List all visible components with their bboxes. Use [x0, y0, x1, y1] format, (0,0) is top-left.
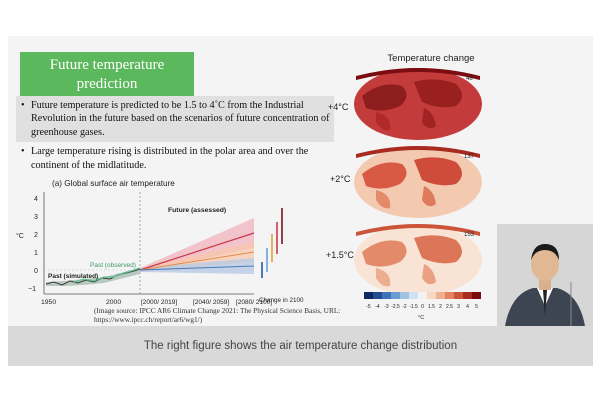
presenter-image: [497, 224, 593, 326]
colorbar-cell: [364, 292, 373, 299]
map-number: 48: [466, 76, 473, 82]
map-number: 137: [464, 154, 475, 160]
future-high-band: [140, 218, 254, 272]
map-label-2c: +2°C: [330, 174, 351, 184]
future-mid-line: [139, 251, 255, 271]
colorbar-tick-label: 2: [439, 304, 442, 310]
map-label-1-5c: +1.5°C: [326, 250, 354, 260]
past-observed-label: Past (observed): [90, 262, 136, 269]
colorbar-cell: [454, 292, 463, 299]
temperature-graph: (a) Global surface air temperature °C 4 …: [16, 179, 304, 306]
y-tick-label: 4: [34, 196, 38, 203]
bullet-list: • Future temperature is predicted to be …: [16, 96, 334, 175]
bullet-item: • Large temperature rising is distribute…: [16, 142, 334, 175]
y-tick-label: 1: [34, 250, 38, 257]
y-tick-label: −1: [28, 286, 36, 293]
colorbar-tick-label: -3: [384, 304, 389, 310]
colorbar-ticks: -5 -4 -3 -2.5 -2 -1.5 0 1.5 2 2.5 3 4 5: [366, 304, 478, 310]
presenter-video: [497, 224, 593, 326]
x-tick-label: 2000: [106, 299, 121, 306]
graph-title: (a) Global surface air temperature: [52, 179, 175, 188]
colorbar-tick-label: 5: [475, 304, 478, 310]
slide-title: Future temperature prediction: [20, 52, 194, 96]
colorbar-tick-label: 2.5: [446, 304, 453, 310]
colorbar-unit: °C: [418, 315, 424, 320]
map-2c: 137: [354, 146, 482, 218]
change-label: Change in 2100: [259, 297, 304, 304]
colorbar-tick-label: 1.5: [428, 304, 435, 310]
colorbar-tick-label: -4: [375, 304, 380, 310]
bullet-text: Large temperature rising is distributed …: [31, 146, 309, 171]
colorbar-cell: [418, 292, 427, 299]
future-low-band: [140, 258, 254, 274]
past-observed-line: [73, 267, 141, 283]
colorbar-cell: [400, 292, 409, 299]
slide: Future temperature prediction • Future t…: [8, 36, 593, 366]
future-label: Future (assessed): [168, 207, 226, 214]
map-1-5c: 153: [354, 224, 482, 296]
x-tick-label: [2080/ 2100]: [236, 299, 272, 306]
colorbar: -5 -4 -3 -2.5 -2 -1.5 0 1.5 2 2.5 3 4 5 °C: [364, 292, 481, 320]
map-label-4c: +4°C: [328, 102, 349, 112]
bullet-text: Future temperature is predicted to be 1.…: [31, 100, 330, 138]
x-tick-label: [2000/ 2019]: [141, 299, 177, 306]
bullet-marker: •: [21, 146, 25, 158]
x-tick-label: 1950: [41, 299, 56, 306]
colorbar-cells: [364, 292, 481, 299]
colorbar-tick-label: -2.5: [391, 304, 400, 310]
colorbar-cell: [373, 292, 382, 299]
y-tick-label: 2: [34, 232, 38, 239]
y-tick-label: 0: [34, 268, 38, 275]
colorbar-cell: [391, 292, 400, 299]
future-low-line: [139, 265, 255, 271]
colorbar-cell: [445, 292, 454, 299]
map-4c: 48: [354, 68, 482, 140]
caption-bar: The right figure shows the air temperatu…: [8, 326, 593, 366]
colorbar-cell: [463, 292, 472, 299]
colorbar-tick-label: 4: [466, 304, 469, 310]
y-tick-label: 3: [34, 214, 38, 221]
colorbar-cell: [409, 292, 418, 299]
maps-title: Temperature change: [387, 53, 475, 64]
map-number: 153: [464, 232, 475, 238]
colorbar-cell: [436, 292, 445, 299]
image-source: (Image source: IPCC AR6 Climate Change 2…: [94, 306, 341, 324]
colorbar-cell: [382, 292, 391, 299]
past-simulated-label: Past (simulated): [48, 273, 98, 280]
graph-y-unit: °C: [16, 232, 24, 240]
colorbar-cell: [427, 292, 436, 299]
bullet-item: • Future temperature is predicted to be …: [16, 96, 334, 143]
colorbar-tick-label: -2: [402, 304, 407, 310]
colorbar-cell: [472, 292, 481, 299]
colorbar-tick-label: -5: [366, 304, 371, 310]
colorbar-tick-label: -1.5: [409, 304, 418, 310]
x-tick-label: [2040/ 2059]: [193, 299, 229, 306]
future-high-line: [139, 232, 255, 271]
bullet-marker: •: [21, 100, 25, 111]
change-2100-ranges: [261, 208, 283, 278]
colorbar-tick-label: 0: [421, 304, 424, 310]
colorbar-tick-label: 3: [457, 304, 460, 310]
